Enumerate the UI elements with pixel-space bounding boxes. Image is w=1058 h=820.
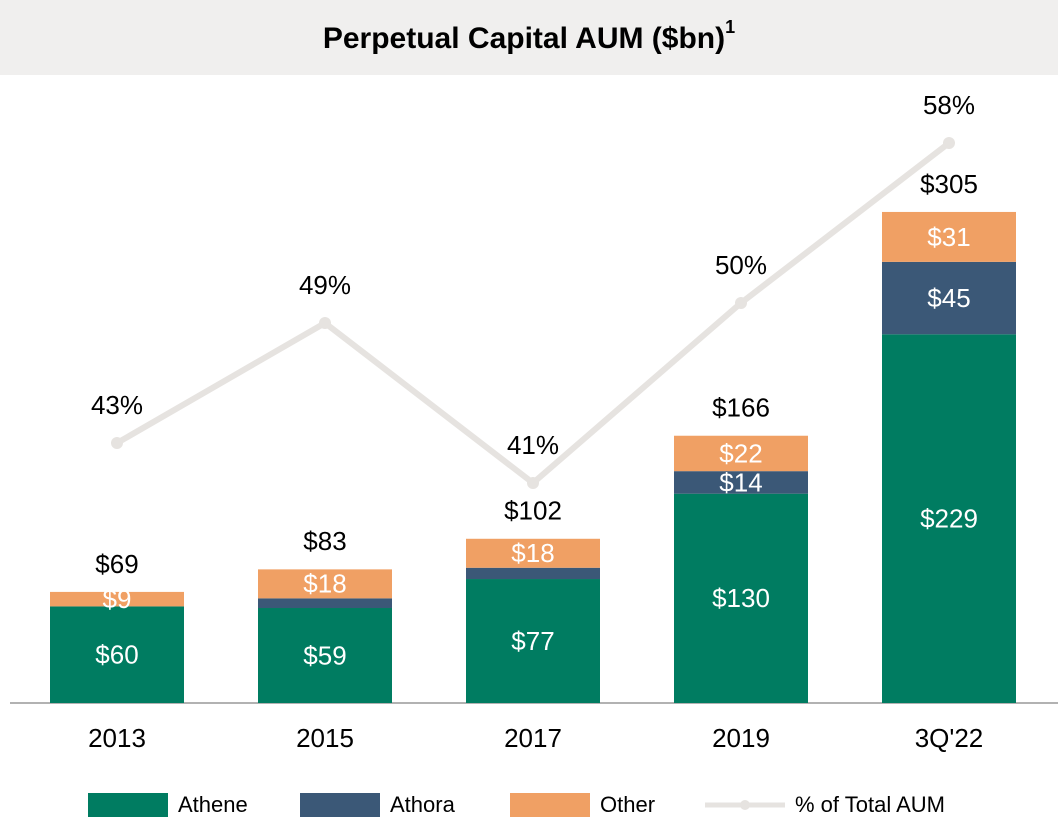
segment-label: $22 [719, 438, 762, 468]
legend-swatch [510, 793, 590, 817]
bar-segment [466, 579, 600, 703]
legend-swatch [300, 793, 380, 817]
legend-label: % of Total AUM [795, 792, 945, 817]
line-marker [111, 437, 123, 449]
legend-swatch [88, 793, 168, 817]
segment-label: $59 [303, 640, 346, 670]
x-tick-label: 3Q'22 [915, 723, 984, 753]
total-label: $102 [504, 496, 562, 526]
line-marker [735, 297, 747, 309]
bar-segment [674, 471, 808, 494]
bar-segment [674, 435, 808, 472]
bar-segment [882, 211, 1016, 262]
total-label: $83 [303, 526, 346, 556]
x-tick-label: 2017 [504, 723, 562, 753]
segment-label: $9 [103, 584, 132, 614]
title-text: Perpetual Capital AUM ($bn) [323, 22, 725, 55]
bar-segment [882, 334, 1016, 703]
line-label: 50% [715, 250, 767, 280]
line-marker [527, 477, 539, 489]
total-label: $69 [95, 549, 138, 579]
chart-title: Perpetual Capital AUM ($bn)1 [323, 17, 735, 55]
legend-label: Athene [178, 792, 248, 817]
legend-marker [740, 800, 750, 810]
x-tick-label: 2013 [88, 723, 146, 753]
total-label: $305 [920, 169, 978, 199]
bar-segment [466, 567, 600, 580]
segment-label: $60 [95, 640, 138, 670]
total-label: $166 [712, 393, 770, 423]
legend-label: Other [600, 792, 655, 817]
segment-label: $18 [303, 569, 346, 599]
segment-label: $45 [927, 283, 970, 313]
bar-segment [258, 608, 392, 703]
line-label: 43% [91, 390, 143, 420]
bar-segment [466, 538, 600, 568]
bar-segment [258, 569, 392, 599]
segment-label: $77 [511, 626, 554, 656]
line-label: 58% [923, 90, 975, 120]
legend-label: Athora [390, 792, 456, 817]
segment-label: $14 [719, 467, 762, 497]
segment-label: $229 [920, 504, 978, 534]
title-band [0, 0, 1058, 75]
line-marker [319, 317, 331, 329]
bar-segment [50, 591, 184, 607]
segment-label: $31 [927, 222, 970, 252]
x-tick-label: 2019 [712, 723, 770, 753]
bar-segment [258, 598, 392, 609]
segment-label: $18 [511, 538, 554, 568]
bar-segment [882, 261, 1016, 335]
x-tick-label: 2015 [296, 723, 354, 753]
segment-label: $130 [712, 583, 770, 613]
bar-segment [674, 493, 808, 703]
line-label: 41% [507, 430, 559, 460]
title-footnote: 1 [725, 17, 735, 37]
line-marker [943, 137, 955, 149]
bar-segment [50, 606, 184, 703]
line-label: 49% [299, 270, 351, 300]
